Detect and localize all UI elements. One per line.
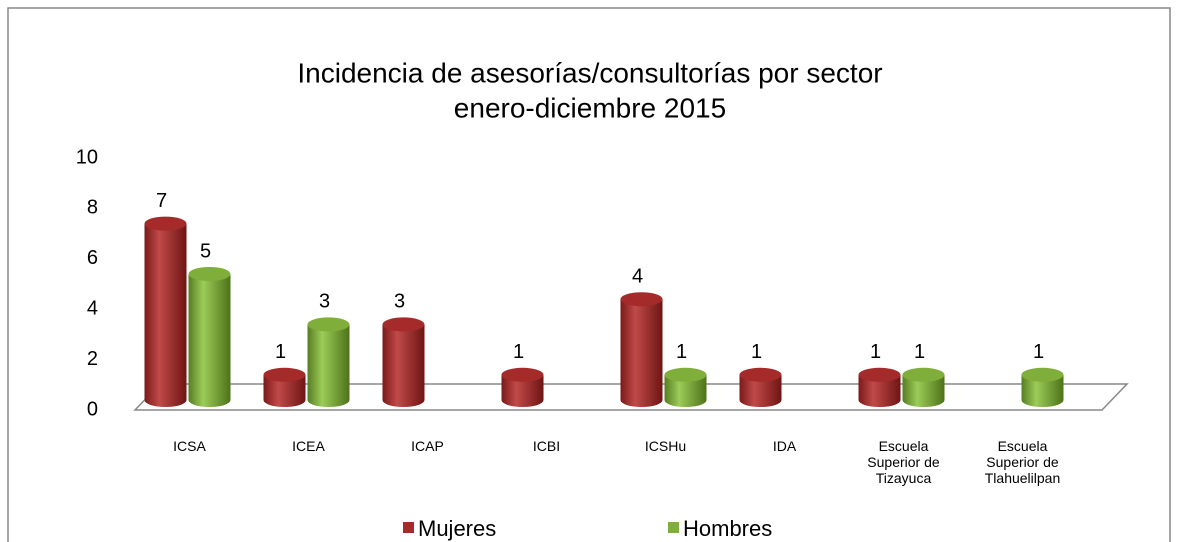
value-label: 5: [200, 240, 211, 262]
x-tick-label: ICBI: [532, 438, 561, 454]
bar-top: [858, 367, 901, 382]
x-tick-label: ICEA: [292, 438, 325, 454]
bar-bottom: [382, 393, 425, 407]
bar-top: [739, 367, 782, 382]
y-tick-label: 0: [87, 398, 98, 420]
bar-bottom: [144, 393, 187, 407]
bar-bottom: [620, 393, 663, 407]
bar-top: [188, 267, 231, 281]
bar: [144, 223, 187, 400]
bar-bottom: [858, 393, 901, 407]
bar-top: [620, 292, 663, 307]
value-label: 4: [632, 265, 643, 287]
value-label: 1: [751, 341, 762, 363]
bar-bottom: [501, 393, 544, 407]
bar-top: [664, 367, 707, 382]
bar-bottom: [307, 393, 350, 407]
bar-top: [382, 317, 425, 332]
bar-top: [1021, 367, 1064, 382]
x-tick-label: IDA: [772, 438, 797, 454]
bar-bottom: [664, 393, 707, 407]
y-tick-label: 10: [76, 146, 98, 168]
bar: [382, 324, 425, 400]
legend-swatch: [403, 522, 414, 533]
bar-bottom: [263, 393, 306, 407]
bar: [620, 299, 663, 400]
value-label: 1: [1033, 341, 1044, 363]
bar-top: [263, 367, 306, 382]
y-tick-label: 8: [87, 197, 98, 219]
legend-label: Hombres: [683, 516, 772, 541]
bar-bottom: [1021, 393, 1064, 407]
value-label: 1: [275, 341, 286, 363]
value-label: 3: [394, 291, 405, 313]
value-label: 1: [676, 341, 687, 363]
x-tick-label: Escuela Superior de Tlahuelilpan: [984, 438, 1061, 486]
bar: [307, 324, 350, 400]
bar-top: [307, 317, 350, 332]
bar: [188, 274, 231, 400]
value-label: 3: [319, 291, 330, 313]
legend-label: Mujeres: [418, 516, 496, 541]
y-tick-label: 4: [87, 297, 98, 319]
bar-top: [902, 367, 945, 382]
x-tick-label: ICSHu: [644, 438, 687, 454]
legend-swatch: [668, 522, 679, 533]
value-label: 1: [870, 341, 881, 363]
bar-top: [144, 216, 187, 231]
bar-bottom: [188, 393, 231, 407]
x-tick-label: ICSA: [173, 438, 206, 454]
bar-bottom: [902, 393, 945, 407]
value-label: 1: [513, 341, 524, 363]
value-label: 1: [914, 341, 925, 363]
chart-subtitle: enero-diciembre 2015: [454, 92, 726, 123]
y-tick-label: 2: [87, 348, 98, 370]
x-tick-label: Escuela Superior de Tizayuca: [867, 438, 940, 486]
y-tick-label: 6: [87, 247, 98, 269]
value-label: 7: [156, 190, 167, 212]
x-tick-label: ICAP: [411, 438, 444, 454]
chart-title: Incidencia de asesorías/consultorías por…: [297, 57, 882, 88]
bar-top: [501, 367, 544, 382]
bar-bottom: [739, 393, 782, 407]
